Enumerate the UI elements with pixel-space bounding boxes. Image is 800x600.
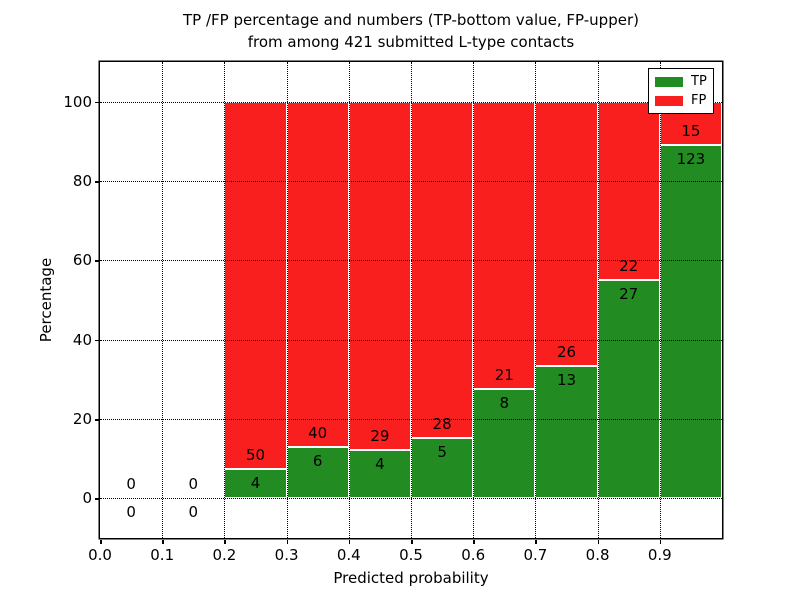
- x-tick-label: 0.7: [523, 546, 548, 564]
- x-tick-mark: [535, 539, 537, 544]
- fp-count-label: 0: [188, 475, 199, 494]
- x-tick-label: 0.1: [150, 546, 175, 564]
- legend-item-fp: FP: [655, 94, 707, 107]
- x-gridline: [473, 62, 475, 538]
- y-tick-mark: [94, 339, 99, 342]
- chart-title-line1: TP /FP percentage and numbers (TP-bottom…: [183, 11, 639, 29]
- plot-area: 0 0 0 0 50 4 40 6 29 4 28 5 21 8 26 13 22 27 15 123: [100, 62, 722, 538]
- chart-title-line2: from among 421 submitted L-type contacts: [247, 33, 575, 51]
- tp-bar-segment: [597, 279, 660, 499]
- x-tick-label: 0.3: [274, 546, 299, 564]
- fp-bar-segment: [224, 101, 287, 469]
- fp-count-label: 29: [370, 427, 390, 446]
- y-tick-mark: [94, 419, 99, 421]
- x-tick-mark: [100, 539, 102, 544]
- y-gridline: [100, 419, 722, 420]
- fp-count-label: 15: [681, 121, 701, 140]
- tp-count-label: 4: [375, 455, 385, 474]
- tp-count-label: 4: [250, 473, 261, 492]
- x-tick-label: 0.6: [461, 546, 486, 564]
- legend: TP FP: [648, 68, 714, 114]
- x-axis-label: Predicted probability: [333, 569, 489, 587]
- tp-legend-label: TP: [691, 74, 707, 89]
- fp-bar-segment: [597, 101, 660, 280]
- fp-count-label: 50: [245, 445, 266, 464]
- y-axis-label: Percentage: [37, 257, 55, 343]
- fp-count-label: 26: [556, 343, 577, 362]
- x-tick-label: 0.2: [212, 546, 237, 564]
- fp-count-label: 0: [126, 475, 136, 494]
- x-gridline: [411, 62, 412, 538]
- y-tick-mark: [94, 181, 99, 183]
- y-tick-label: 80: [72, 172, 92, 190]
- tp-bar-segment: [224, 468, 287, 499]
- x-tick-mark: [348, 539, 351, 544]
- legend-item-tp: TP: [655, 75, 707, 88]
- tp-bar-segment: [286, 446, 349, 499]
- y-gridline: [100, 498, 722, 500]
- tp-count-label: 8: [499, 393, 510, 412]
- y-gridline: [100, 101, 722, 103]
- x-tick-label: 0.8: [585, 546, 610, 564]
- x-gridline: [224, 62, 226, 538]
- fp-bar-segment: [535, 101, 598, 367]
- fp-bar-segment: [348, 101, 411, 451]
- y-gridline: [100, 339, 722, 341]
- x-gridline: [348, 62, 350, 538]
- y-tick-mark: [94, 260, 99, 262]
- x-tick-mark: [659, 539, 662, 544]
- fp-count-label: 22: [619, 256, 639, 275]
- tp-bar-segment: [535, 366, 598, 499]
- fp-bar-segment: [473, 101, 536, 389]
- tp-count-label: 6: [312, 451, 323, 470]
- tp-count-label: 0: [188, 503, 199, 522]
- x-tick-label: 0.5: [399, 546, 423, 564]
- y-gridline: [100, 181, 722, 182]
- y-tick-mark: [94, 101, 99, 104]
- y-tick-mark: [94, 498, 99, 500]
- x-tick-label: 0.9: [647, 546, 672, 564]
- y-tick-label: 20: [72, 410, 92, 428]
- tp-count-label: 13: [556, 371, 577, 390]
- tp-count-label: 27: [619, 284, 639, 303]
- tp-legend-swatch: [655, 76, 683, 87]
- fp-legend-label: FP: [691, 93, 707, 108]
- chart-title: TP /FP percentage and numbers (TP-bottom…: [100, 9, 722, 53]
- tp-bar-segment: [659, 144, 722, 499]
- x-tick-mark: [224, 539, 226, 544]
- x-gridline: [286, 62, 288, 538]
- y-tick-label: 60: [72, 251, 92, 270]
- y-tick-label: 40: [72, 330, 92, 349]
- tp-count-label: 5: [437, 443, 447, 462]
- fp-count-label: 21: [494, 365, 514, 384]
- x-gridline: [597, 62, 599, 538]
- fp-legend-swatch: [655, 95, 683, 106]
- fp-bar-segment: [286, 101, 349, 447]
- x-gridline: [535, 62, 537, 538]
- x-gridline: [659, 62, 661, 538]
- x-tick-mark: [473, 539, 475, 544]
- tp-count-label: 123: [676, 149, 706, 168]
- y-tick-label: 0: [82, 489, 92, 508]
- y-tick-label: 100: [63, 92, 92, 111]
- tp-count-label: 0: [126, 503, 136, 522]
- x-gridline: [162, 62, 164, 538]
- y-gridline: [100, 260, 722, 262]
- x-tick-label: 0.4: [336, 546, 361, 564]
- fp-bar-segment: [411, 101, 474, 439]
- x-tick-mark: [411, 539, 413, 544]
- tp-bar-segment: [411, 438, 474, 499]
- x-tick-mark: [162, 539, 164, 544]
- fp-count-label: 28: [432, 415, 452, 434]
- x-tick-mark: [286, 539, 289, 544]
- x-tick-mark: [597, 539, 600, 544]
- x-tick-label: 0.0: [88, 546, 112, 564]
- fp-count-label: 40: [308, 423, 328, 442]
